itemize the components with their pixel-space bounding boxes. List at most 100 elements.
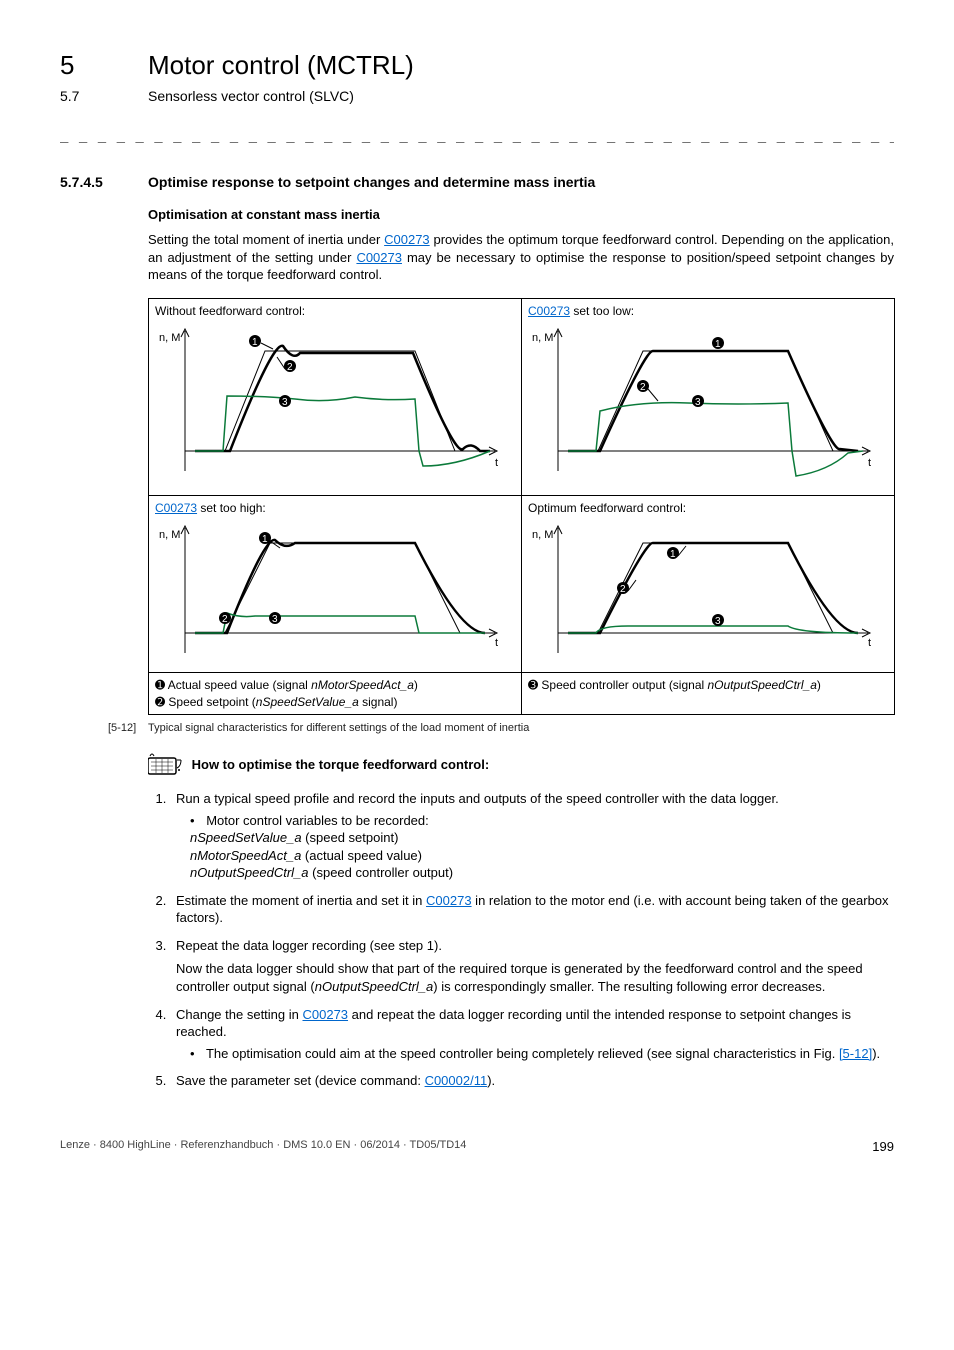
link-c00002-11[interactable]: C00002/11 (425, 1073, 488, 1088)
axis-label-y: n, M (532, 529, 553, 541)
howto-block: How to optimise the torque feedforward c… (148, 750, 894, 1090)
cell-title-rest: set too high: (197, 501, 266, 515)
link-c00273[interactable]: C00273 (528, 304, 570, 318)
step-text: Repeat the data logger recording (see st… (176, 938, 442, 953)
subsection-number: 5.7 (60, 87, 148, 106)
separator-line: _ _ _ _ _ _ _ _ _ _ _ _ _ _ _ _ _ _ _ _ … (60, 126, 894, 145)
step-text: Estimate the moment of inertia and set i… (176, 893, 426, 908)
signal-name: nOutputSpeedCtrl_a (315, 979, 434, 994)
para-text: Setting the total moment of inertia unde… (148, 232, 384, 247)
sub-item: Motor control variables to be recorded: … (190, 812, 894, 882)
step-3-paragraph: Now the data logger should show that par… (176, 960, 894, 995)
axis-label-x: t (495, 637, 498, 649)
axis-label-y: n, M (532, 332, 553, 344)
legend-text: ) (414, 678, 418, 692)
caption-text: Typical signal characteristics for diffe… (148, 721, 529, 736)
circled-two-icon: ➋ (155, 695, 165, 709)
signal-desc: (speed controller output) (309, 865, 454, 880)
legend-signal: nOutputSpeedCtrl_a (708, 678, 817, 692)
footer-left: Lenze · 8400 HighLine · Referenzhandbuch… (60, 1138, 466, 1156)
step-1-sublist: Motor control variables to be recorded: … (176, 812, 894, 882)
legend-signal: nSpeedSetValue_a (256, 695, 359, 709)
svg-text:1: 1 (252, 337, 258, 348)
chapter-title: Motor control (MCTRL) (148, 48, 414, 83)
section-heading-row: 5.7.4.5 Optimise response to setpoint ch… (60, 173, 894, 192)
legend-signal: nMotorSpeedAct_a (311, 678, 414, 692)
section-number: 5.7.4.5 (60, 173, 148, 192)
legend-text: ) (817, 678, 821, 692)
legend-right: ➌ Speed controller output (signal nOutpu… (522, 673, 895, 714)
chart-set-too-high: n, M t 1 2 3 (155, 518, 515, 668)
link-c00273[interactable]: C00273 (356, 250, 402, 265)
steps-list: Run a typical speed profile and record t… (148, 790, 894, 1090)
signal-name: nMotorSpeedAct_a (190, 848, 301, 863)
figure-caption: [5-12] Typical signal characteristics fo… (108, 721, 894, 736)
chart-optimum: n, M t 1 2 3 (528, 518, 888, 668)
svg-text:2: 2 (222, 614, 228, 625)
page-footer: Lenze · 8400 HighLine · Referenzhandbuch… (60, 1138, 894, 1156)
chart-set-too-low: n, M t 1 2 3 (528, 321, 888, 491)
page-header: 5 Motor control (MCTRL) (60, 48, 894, 83)
svg-text:3: 3 (715, 616, 721, 627)
svg-text:1: 1 (715, 339, 721, 350)
cell-title-rest: set too low: (570, 304, 634, 318)
optimisation-heading: Optimisation at constant mass inertia (148, 206, 894, 224)
sub-text: ). (872, 1046, 880, 1061)
svg-text:3: 3 (272, 614, 278, 625)
step-2: Estimate the moment of inertia and set i… (170, 892, 894, 927)
circled-three-icon: ➌ (528, 678, 538, 692)
chart-grid: Without feedforward control: n, M t (148, 298, 895, 715)
axis-label-y: n, M (159, 529, 180, 541)
svg-text:2: 2 (620, 584, 626, 595)
step-text: Run a typical speed profile and record t… (176, 791, 779, 806)
signal-desc: (actual speed value) (301, 848, 422, 863)
link-c00273[interactable]: C00273 (155, 501, 197, 515)
svg-text:2: 2 (640, 382, 646, 393)
link-c00273[interactable]: C00273 (426, 893, 472, 908)
circled-one-icon: ➊ (155, 678, 165, 692)
subsection-title: Sensorless vector control (SLVC) (148, 87, 354, 106)
step-4-sublist: The optimisation could aim at the speed … (176, 1045, 894, 1063)
cell-title-tl: Without feedforward control: (155, 303, 515, 319)
step-text: Save the parameter set (device command: (176, 1073, 425, 1088)
legend-text: Speed setpoint ( (165, 695, 256, 709)
signal-name: nOutputSpeedCtrl_a (190, 865, 309, 880)
cell-title-bl: C00273 set too high: (155, 500, 515, 516)
section-title: Optimise response to setpoint changes an… (148, 173, 595, 192)
link-c00273[interactable]: C00273 (384, 232, 430, 247)
sub-text: Motor control variables to be recorded: (206, 813, 429, 828)
link-c00273[interactable]: C00273 (302, 1007, 348, 1022)
page-number: 199 (872, 1138, 894, 1156)
svg-text:3: 3 (695, 397, 701, 408)
svg-text:2: 2 (287, 362, 293, 373)
step-1: Run a typical speed profile and record t… (170, 790, 894, 882)
content-block: Optimisation at constant mass inertia Se… (148, 206, 894, 715)
axis-label-y: n, M (159, 332, 180, 344)
step-text: Change the setting in (176, 1007, 302, 1022)
legend-text: Actual speed value (signal (165, 678, 311, 692)
svg-text:1: 1 (262, 534, 268, 545)
howto-title: How to optimise the torque feedforward c… (192, 756, 490, 774)
svg-text:1: 1 (670, 549, 676, 560)
chapter-number: 5 (60, 48, 148, 83)
signal-desc: (speed setpoint) (302, 830, 399, 845)
step-4: Change the setting in C00273 and repeat … (170, 1006, 894, 1063)
axis-label-x: t (868, 457, 871, 469)
axis-label-x: t (495, 457, 498, 469)
link-figure-5-12[interactable]: [5-12] (839, 1046, 872, 1061)
intro-paragraph: Setting the total moment of inertia unde… (148, 231, 894, 284)
step-3: Repeat the data logger recording (see st… (170, 937, 894, 996)
svg-text:3: 3 (282, 397, 288, 408)
legend-text: signal) (359, 695, 398, 709)
chart-without-feedforward: n, M t 1 2 3 (155, 321, 515, 491)
sub-text: The optimisation could aim at the speed … (206, 1046, 839, 1061)
sub-item: The optimisation could aim at the speed … (190, 1045, 894, 1063)
cell-title-br: Optimum feedforward control: (528, 500, 888, 516)
oscilloscope-icon (148, 750, 182, 781)
step-5: Save the parameter set (device command: … (170, 1072, 894, 1090)
legend-left: ➊ Actual speed value (signal nMotorSpeed… (149, 673, 522, 714)
cell-title-tr: C00273 set too low: (528, 303, 888, 319)
legend-text: Speed controller output (signal (538, 678, 707, 692)
para-text: ) is correspondingly smaller. The result… (433, 979, 825, 994)
caption-number: [5-12] (108, 721, 148, 736)
